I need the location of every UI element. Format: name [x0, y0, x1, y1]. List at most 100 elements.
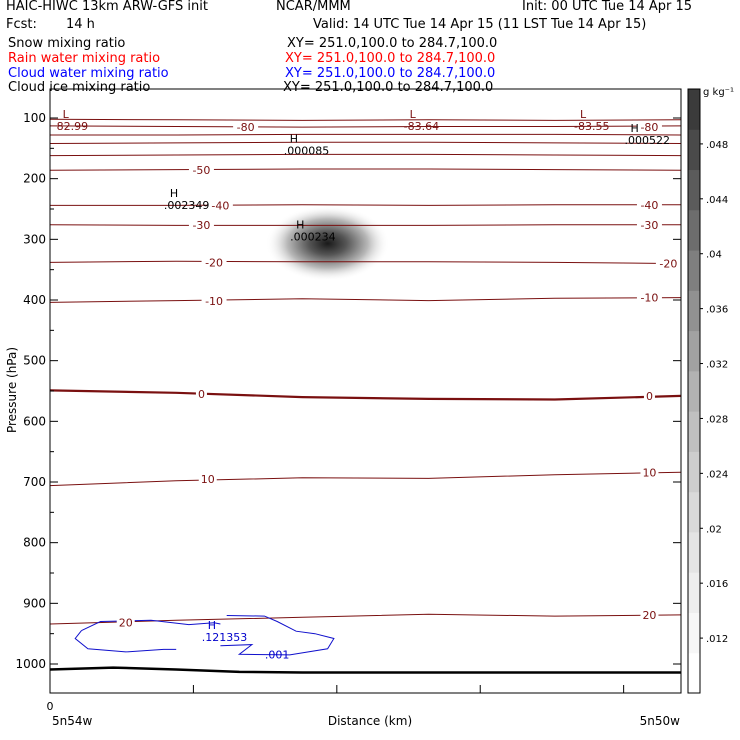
extremum-value-2: -83.55: [574, 120, 609, 133]
extremum-value-1: -83.64: [404, 120, 439, 133]
colorbar-tick-label-0: .012: [706, 634, 728, 645]
temperature-contour-1: [49, 125, 682, 128]
snow-mixing-ratio-max: [265, 205, 390, 282]
field-xy-cloud-water: XY= 251.0,100.0 to 284.7,100.0: [285, 66, 496, 81]
y-tick-label-6: 700: [23, 475, 46, 489]
extremum-value-7: .121353: [202, 631, 248, 644]
extremum-value-6: .000234: [290, 230, 336, 243]
colorbar-band-9: [688, 290, 700, 332]
y-tick-label-7: 800: [23, 536, 46, 550]
contour-label-bg-16: [640, 608, 659, 621]
colorbar-band-8: [688, 330, 700, 372]
contour-label-3: -40: [211, 199, 229, 212]
colorbar-tick-label-8: .044: [706, 195, 728, 206]
field-label-snow: Snow mixing ratio: [8, 36, 126, 51]
header-init: Init: 00 UTC Tue 14 Apr 15: [522, 0, 693, 14]
extremum-value-4: .000085: [284, 144, 330, 157]
colorbar-band-6: [688, 411, 700, 452]
temperature-contour-2: [50, 133, 682, 136]
cloud-water-contour-0: [81, 619, 221, 632]
temperature-contour-0: [49, 118, 682, 121]
field-label-cloud-ice: Cloud ice mixing ratio: [8, 80, 151, 95]
y-tick-label-2: 300: [23, 232, 46, 246]
temperature-contour-11: [49, 471, 682, 487]
y-tick-label-5: 600: [23, 414, 46, 428]
contour-label-bg-14: [640, 466, 659, 479]
colorbar-tick-label-3: .024: [706, 469, 728, 480]
plot-frame: [49, 88, 682, 694]
temperature-contour-10: [49, 389, 682, 401]
x-right-location: 5n50w: [640, 714, 681, 728]
contour-label-bg-7: [201, 256, 227, 269]
extremum-marker-7: H: [208, 619, 216, 632]
contour-label-5: -30: [192, 219, 210, 232]
colorbar-band-10: [688, 250, 700, 291]
contour-label-8: -20: [659, 258, 677, 271]
contour-label-14: 10: [642, 466, 656, 479]
colorbar-band-3: [688, 531, 700, 573]
y-tick-label-3: 400: [23, 293, 46, 307]
extremum-value-3: .000522: [625, 134, 671, 147]
field-label-cloud-water: Cloud water mixing ratio: [8, 66, 169, 81]
x-left-location: 5n54w: [52, 714, 93, 728]
temperature-contour-6: [50, 204, 681, 206]
colorbar-band-14: [688, 89, 700, 130]
y-tick-label-0: 100: [23, 111, 46, 125]
temperature-contour-4: [49, 153, 682, 157]
colorbar: .012 .016 .02 .024 .028 .032 .036 .04 .044 .048: [687, 88, 728, 694]
extremum-marker-3: H: [631, 122, 639, 135]
colorbar-band-1: [688, 612, 700, 654]
temperature-contour-3: [49, 141, 682, 144]
colorbar-band-13: [688, 129, 700, 171]
colorbar-band-5: [688, 451, 700, 493]
contour-label-9: -10: [205, 295, 223, 308]
contour-label-12: 0: [646, 390, 653, 403]
header-fcst-label: Fcst:: [6, 17, 37, 32]
contour-label-bg-12: [643, 389, 655, 402]
contour-label-7: -20: [205, 256, 223, 269]
contour-label-13: 10: [201, 473, 215, 486]
y-tick-label-4: 500: [23, 354, 46, 368]
contour-label-bg-5: [188, 218, 214, 231]
extremum-value-8: .001: [265, 648, 290, 661]
colorbar-band-12: [688, 169, 700, 211]
colorbar-band-2: [688, 572, 700, 613]
y-axis-label: Pressure (hPa): [5, 347, 19, 433]
contour-label-bg-9: [201, 295, 227, 308]
x-axis-label: Distance (km): [328, 714, 412, 728]
surface-pressure-line: [49, 666, 681, 674]
extremum-value-0: 82.99: [57, 120, 88, 133]
colorbar-band-0: [688, 652, 700, 694]
field-xy-cloud-ice: XY= 251.0,100.0 to 284.7,100.0: [283, 80, 494, 95]
temperature-contour-9: [49, 297, 682, 303]
field-xy-rain: XY= 251.0,100.0 to 284.7,100.0: [285, 51, 496, 66]
colorbar-tick-label-5: .032: [706, 360, 728, 371]
contour-label-bg-1: [636, 121, 662, 134]
extremum-value-5: .002349: [164, 199, 210, 212]
contour-label-11: 0: [198, 388, 205, 401]
temperature-contour-12: [49, 613, 682, 625]
contour-label-10: -10: [640, 292, 658, 305]
contour-label-bg-8: [655, 257, 681, 270]
header-valid: Valid: 14 UTC Tue 14 Apr 15 (11 LST Tue …: [313, 17, 647, 32]
contour-label-bg-6: [636, 218, 662, 231]
extremum-marker-6: H: [296, 218, 304, 231]
contour-label-bg-11: [195, 388, 207, 401]
colorbar-tick-label-7: .04: [706, 250, 722, 261]
colorbar-tick-label-9: .048: [706, 140, 728, 151]
header-fcst-value: 14 h: [66, 17, 95, 32]
extremum-marker-4: H: [290, 132, 298, 145]
extremum-marker-2: L: [580, 108, 587, 121]
colorbar-band-7: [688, 370, 700, 412]
contour-label-15: 20: [119, 617, 133, 630]
contour-label-bg-10: [636, 291, 662, 304]
temperature-contour-5: [49, 168, 682, 171]
contour-label-2: -50: [192, 164, 210, 177]
colorbar-band-4: [688, 491, 700, 533]
x-tick-label-0: 0: [47, 700, 54, 713]
contour-label-0: -80: [237, 121, 255, 134]
colorbar-frame: [687, 88, 701, 694]
y-tick-label-1: 200: [23, 172, 46, 186]
extremum-marker-0: L: [63, 108, 70, 121]
